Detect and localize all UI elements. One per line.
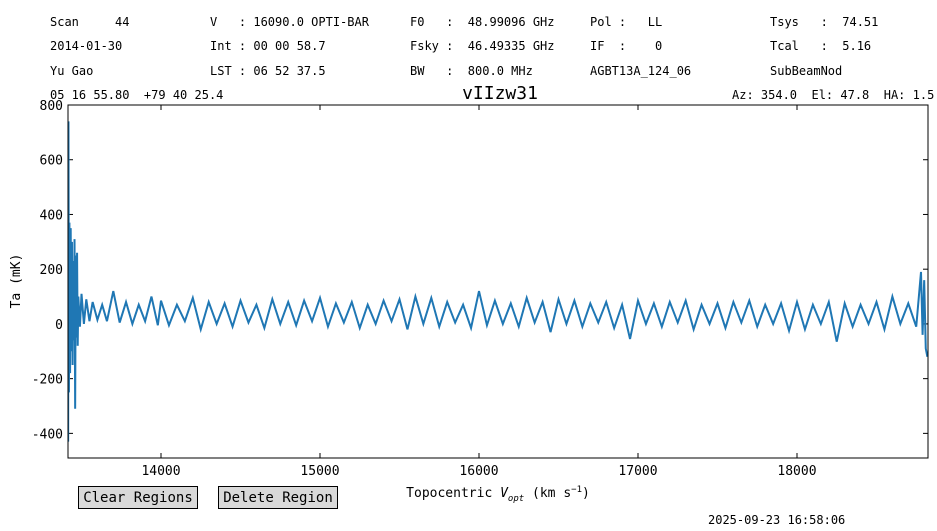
x-tick-label: 17000 [618,464,657,479]
x-label-part: Topocentric [406,486,500,501]
x-tick-label: 16000 [459,464,498,479]
header-field: Tcal : 5.16 [770,39,871,53]
y-tick-label: -200 [32,373,63,388]
header-field: Fsky : 46.49335 GHz [410,39,555,53]
x-tick-label: 18000 [777,464,816,479]
header-field: AGBT13A_124_06 [590,64,691,78]
header-field: Yu Gao [50,64,93,78]
chart-title: vIIzw31 [462,83,538,104]
x-label-part: opt [508,494,524,504]
x-label-part: −1 [571,485,582,495]
x-axis-label: Topocentric Vopt (km s−1) [406,485,590,504]
x-tick-label: 14000 [141,464,180,479]
y-tick-label: -400 [32,427,63,442]
pointing: Az: 354.0 El: 47.8 HA: 1.5 [732,88,934,102]
header-field: V : 16090.0 OPTI-BAR [210,15,370,29]
y-axis-label: Ta (mK) [9,254,24,309]
header-field: 2014-01-30 [50,39,122,53]
spectrum-line [68,121,928,442]
x-label-part: V [500,486,509,501]
plot-frame [67,104,929,459]
y-tick-label: 400 [40,208,63,223]
y-tick-label: 0 [55,318,63,333]
header-field: BW : 800.0 MHz [410,64,533,78]
y-tick-label: 600 [40,154,63,169]
x-label-part: ) [582,486,590,501]
header-field: F0 : 48.99096 GHz [410,15,555,29]
delete-region-button[interactable]: Delete Region [218,486,338,509]
header-field: Pol : LL [590,15,662,29]
header-field: SubBeamNod [770,64,842,78]
timestamp: 2025-09-23 16:58:06 [708,513,846,527]
header-field: Scan 44 [50,15,129,29]
header-field: Int : 00 00 58.7 [210,39,326,53]
x-label-part: (km s [524,486,571,501]
y-tick-label: 200 [40,263,63,278]
x-tick-label: 15000 [300,464,339,479]
header-field: Tsys : 74.51 [770,15,878,29]
coords: 05 16 55.80 +79 40 25.4 [50,88,223,102]
header-field: LST : 06 52 37.5 [210,64,326,78]
header-field: IF : 0 [590,39,662,53]
y-tick-label: 800 [40,99,63,114]
clear-regions-button[interactable]: Clear Regions [78,486,198,509]
